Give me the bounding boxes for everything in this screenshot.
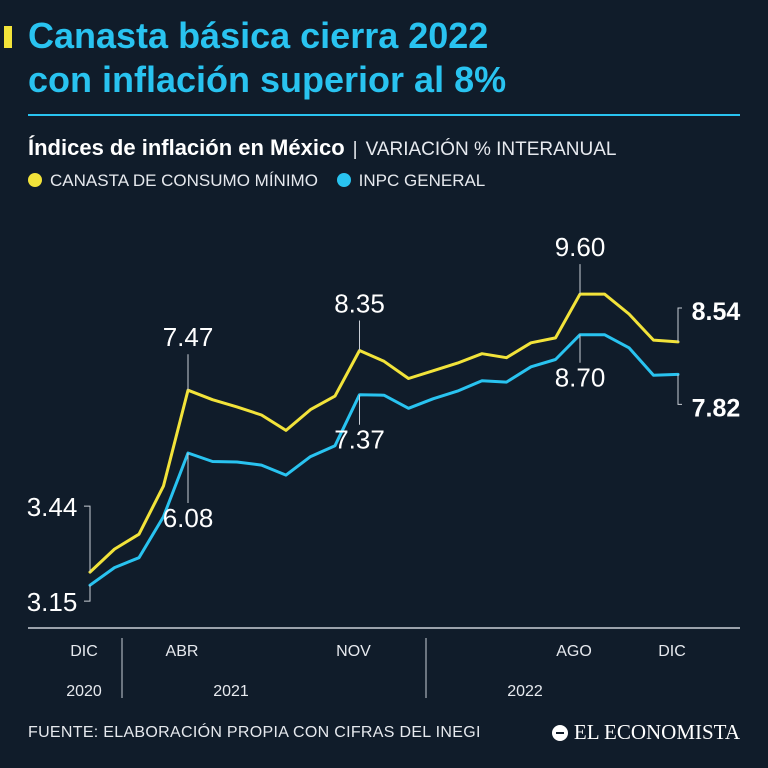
legend-label-canasta: CANASTA DE CONSUMO MÍNIMO <box>50 171 318 190</box>
annotation-inpc-24-label: 7.82 <box>692 394 741 422</box>
legend-dot-inpc <box>336 173 351 187</box>
chart-unit: VARIACIÓN % INTERANUAL <box>365 139 617 160</box>
chart-subtitle: Índices de inflación en México | VARIACIÓN… <box>28 134 617 164</box>
subtitle-separator: | <box>352 139 358 160</box>
x-tick-label-4: DIC <box>658 643 686 660</box>
year-label-2020: 2020 <box>66 683 102 700</box>
annotation-canasta-0-label: 3.44 <box>27 492 78 522</box>
year-label-2021: 2021 <box>213 683 249 700</box>
accent-bar <box>4 26 12 48</box>
annotation-inpc-20-label: 8.70 <box>555 363 606 393</box>
chart-title: Índices de inflación en México <box>28 135 345 160</box>
annotation-inpc-0-leader <box>84 585 91 602</box>
annotation-canasta-20-label: 9.60 <box>555 232 606 262</box>
annotation-inpc-0-label: 3.15 <box>27 587 78 617</box>
title-divider <box>28 114 740 116</box>
annotation-canasta-24-leader <box>677 307 682 342</box>
x-tick-label-3: AGO <box>556 643 592 660</box>
annotation-inpc-11-label: 7.37 <box>334 425 385 455</box>
legend: CANASTA DE CONSUMO MÍNIMO INPC GENERAL <box>28 170 499 192</box>
annotation-inpc-24-leader <box>677 374 682 405</box>
annotation-canasta-24-label: 8.54 <box>692 298 741 326</box>
annotation-inpc-4-label: 6.08 <box>163 503 214 533</box>
brand-logo: EL ECONOMISTA <box>551 720 740 745</box>
year-label-2022: 2022 <box>507 683 543 700</box>
headline: Canasta básica cierra 2022 con inflación… <box>28 14 748 102</box>
legend-dot-canasta <box>28 173 42 187</box>
x-tick-label-2: NOV <box>336 643 371 660</box>
el-economista-logo-icon <box>551 725 568 741</box>
legend-item-inpc: INPC GENERAL <box>336 170 486 192</box>
annotation-canasta-0-leader <box>84 505 91 573</box>
x-tick-label-0: DIC <box>70 643 98 660</box>
x-tick-label-1: ABR <box>166 643 199 660</box>
headline-line-2: con inflación superior al 8% <box>28 59 507 100</box>
legend-item-canasta: CANASTA DE CONSUMO MÍNIMO <box>28 170 318 192</box>
brand-name: EL ECONOMISTA <box>573 720 740 744</box>
legend-label-inpc: INPC GENERAL <box>358 171 486 190</box>
annotation-canasta-4-label: 7.47 <box>163 322 214 352</box>
annotation-canasta-11-label: 8.35 <box>334 289 385 319</box>
headline-line-1: Canasta básica cierra 2022 <box>28 15 489 56</box>
source-note: FUENTE: ELABORACIÓN PROPIA CON CIFRAS DE… <box>28 724 481 741</box>
